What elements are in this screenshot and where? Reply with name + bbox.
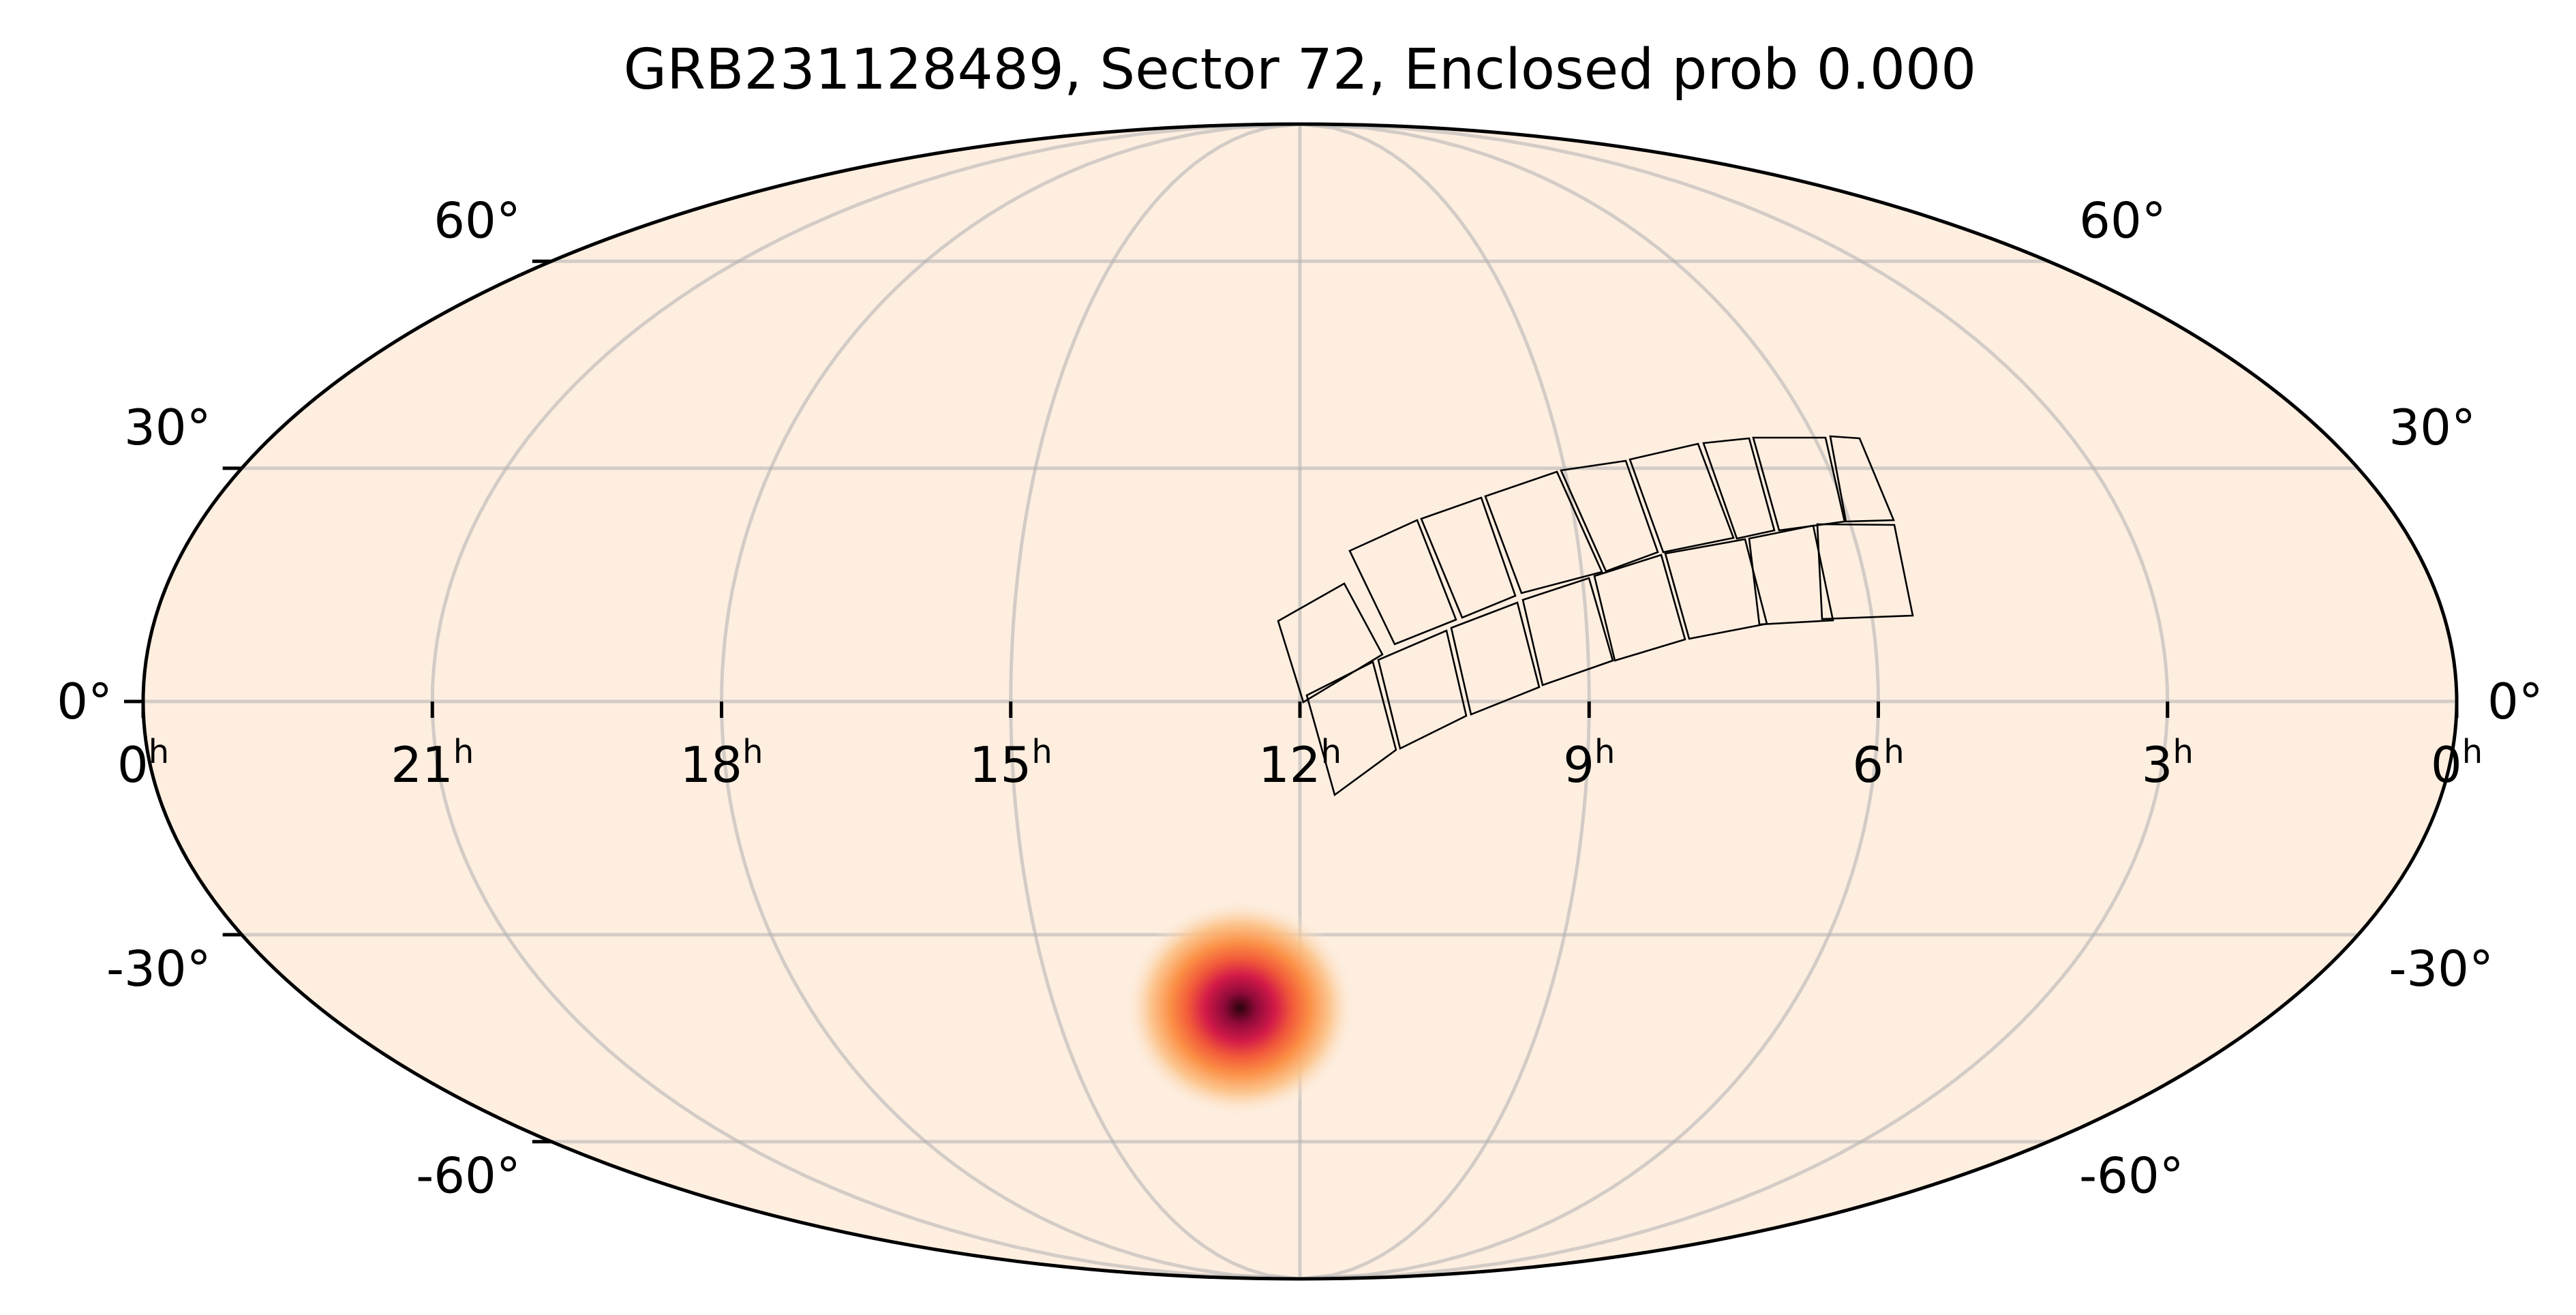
ra-tick-value: 15 — [969, 736, 1032, 793]
ccd-outline — [1450, 601, 1541, 716]
ccd-outline — [1702, 437, 1776, 540]
ra-tick-label: 12h — [1258, 733, 1342, 793]
probability-blob — [1124, 898, 1357, 1117]
ra-tick-label: 3h — [2142, 733, 2194, 793]
ra-tick-unit: h — [742, 733, 763, 771]
ccd-outline — [1377, 629, 1468, 750]
ra-tick-value: 3 — [2142, 736, 2173, 793]
ccd-outline — [1305, 661, 1397, 797]
ccd-outline — [1348, 519, 1457, 646]
dec-tick-label-left: 60° — [434, 192, 521, 249]
ccd-outline — [1664, 538, 1768, 640]
ra-tick-label: 21h — [391, 733, 474, 793]
ra-tick-value: 0 — [117, 736, 149, 793]
probability-map — [1124, 898, 1357, 1117]
ra-tick-unit: h — [1321, 733, 1342, 771]
dec-tick-label-left: 0° — [57, 673, 112, 730]
ra-tick-label: 6h — [1852, 733, 1904, 793]
ra-tick-unit: h — [149, 733, 169, 771]
ra-tick-value: 6 — [1852, 736, 1883, 793]
ra-tick-labels: 0h 21h 18h 15h 12h 9h 6h 3h 0h — [117, 733, 2483, 793]
dec-tick-label-right: 0° — [2487, 673, 2543, 730]
ccd-outline — [1752, 436, 1846, 532]
ccd-outline — [1628, 442, 1735, 554]
ra-tick-value: 21 — [391, 736, 453, 793]
ccd-outline — [1829, 435, 1895, 523]
ra-tick-value: 0 — [2431, 736, 2462, 793]
dec-tick-labels: 60° 60° 30° 30° 0° 0° -30° -30° -60° -60° — [57, 192, 2543, 1204]
axis-tick-marks — [124, 259, 2459, 1144]
ra-tick-label: 15h — [969, 733, 1052, 793]
ra-tick-label: 18h — [680, 733, 763, 793]
dec-tick-label-right: -30° — [2389, 940, 2494, 997]
dec-tick-label-right: 30° — [2389, 399, 2476, 456]
dec-tick-label-right: -60° — [2079, 1147, 2184, 1205]
ra-tick-unit: h — [2462, 733, 2483, 771]
ccd-outline — [1816, 523, 1914, 620]
ra-tick-label: 0h — [117, 733, 169, 793]
ra-tick-label: 9h — [1563, 733, 1615, 793]
dec-tick-label-right: 60° — [2079, 192, 2166, 249]
dec-tick-label-left: -60° — [416, 1147, 521, 1205]
ccd-outline — [1748, 524, 1834, 626]
ra-tick-unit: h — [1883, 733, 1904, 771]
ccd-outline — [1593, 554, 1686, 662]
ra-tick-label: 0h — [2431, 733, 2483, 793]
ccd-outline — [1560, 459, 1659, 573]
ra-tick-unit: h — [1031, 733, 1052, 771]
ccd-outline — [1521, 577, 1614, 686]
ccd-outline — [1277, 582, 1384, 704]
figure-title: GRB231128489, Sector 72, Enclosed prob 0… — [624, 37, 1977, 102]
ra-tick-unit: h — [2172, 733, 2193, 771]
tess-sector-footprint — [1277, 435, 1914, 797]
dec-tick-label-left: -30° — [106, 940, 211, 997]
ccd-outline — [1484, 470, 1603, 594]
ra-tick-value: 18 — [680, 736, 742, 793]
ccd-outline — [1420, 496, 1517, 619]
ra-tick-value: 12 — [1258, 736, 1321, 793]
ra-tick-value: 9 — [1563, 736, 1594, 793]
ra-tick-unit: h — [453, 733, 474, 771]
dec-tick-label-left: 30° — [124, 399, 211, 456]
ra-tick-unit: h — [1594, 733, 1615, 771]
